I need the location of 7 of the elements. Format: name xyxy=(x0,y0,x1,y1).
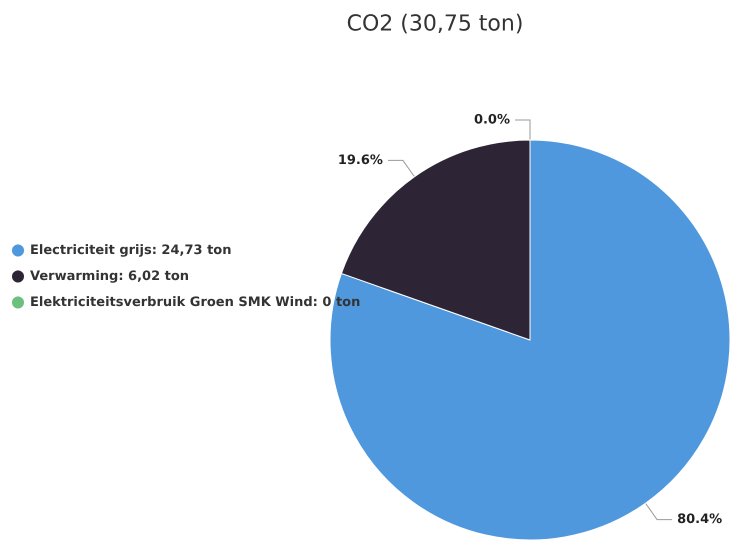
text: 0.0% xyxy=(474,112,510,128)
legend-label: Verwarming: 6,02 ton xyxy=(30,269,190,284)
data-label: 80.4% xyxy=(677,512,722,528)
legend-label: Electriciteit grijs: 24,73 ton xyxy=(30,243,232,258)
legend-label: Elektriciteitsverbruik Groen SMK Wind: 0 ton xyxy=(30,295,360,310)
chart-title: CO2 (30,75 ton) xyxy=(346,12,524,36)
data-label: 19.6% xyxy=(338,152,383,168)
